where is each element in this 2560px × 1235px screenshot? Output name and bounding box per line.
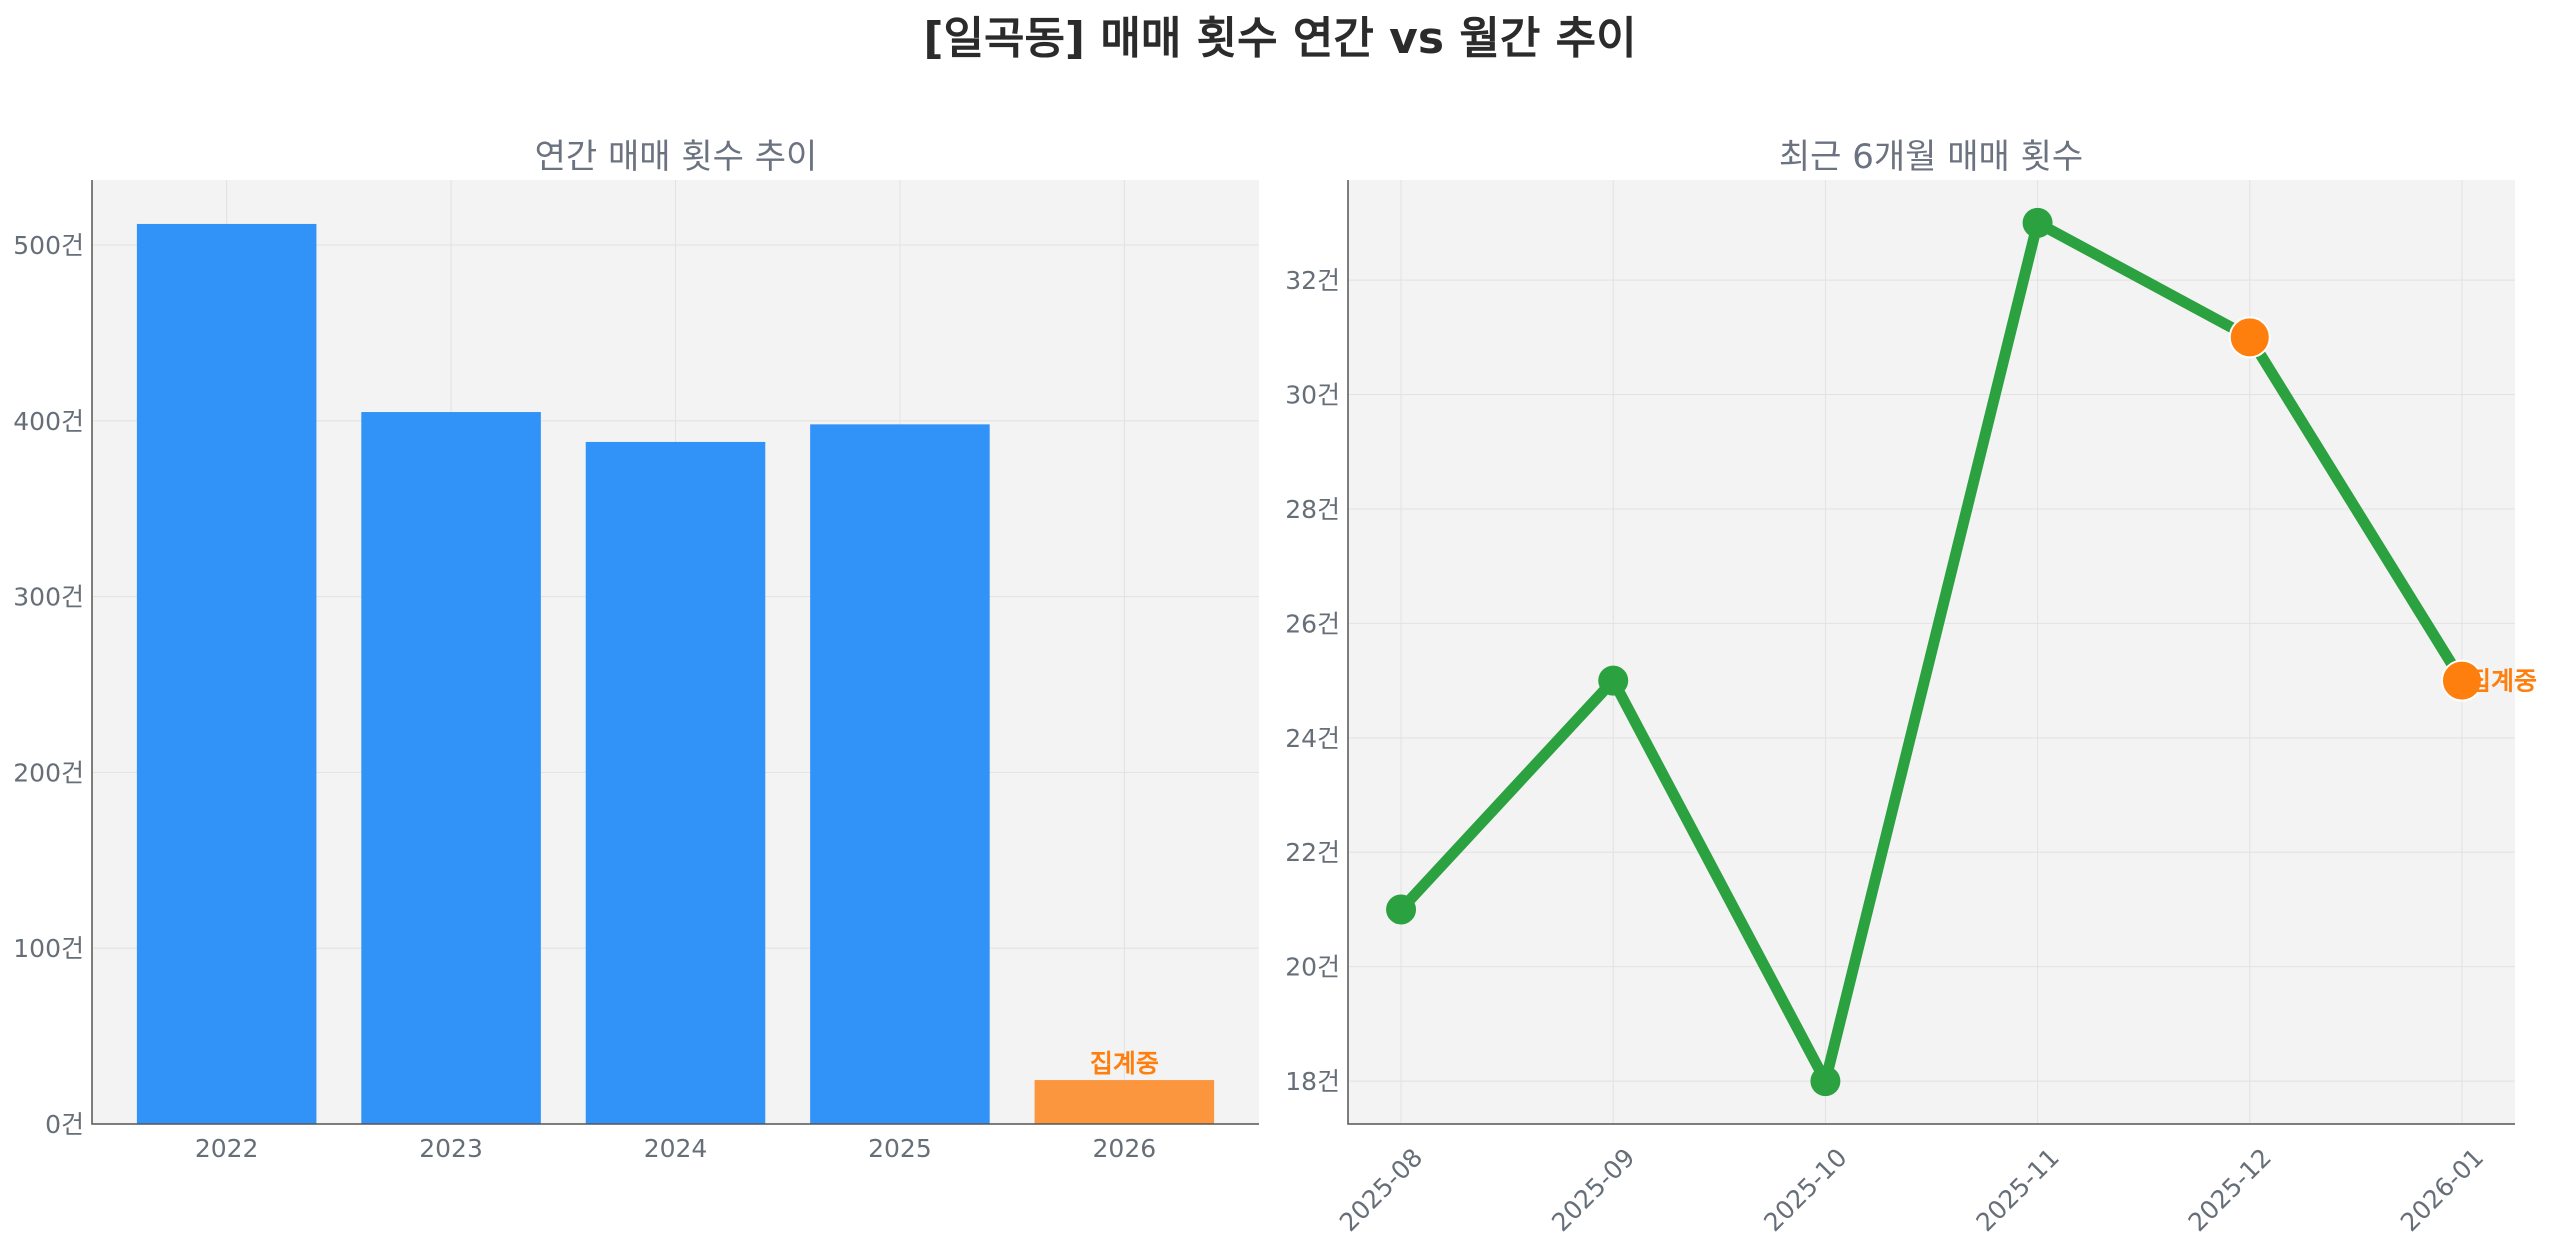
line-y-tick-label: 18건 xyxy=(1285,1067,1340,1096)
line-y-tick-label: 32건 xyxy=(1285,266,1340,295)
line-x-tick-label: 2025-09 xyxy=(1546,1143,1640,1235)
line-x-tick-label: 2025-08 xyxy=(1334,1143,1428,1235)
bar-2026 xyxy=(1034,1080,1215,1124)
line-y-tick-label: 22건 xyxy=(1285,838,1340,867)
line-point-2025-11 xyxy=(2022,207,2053,238)
line-annotation-label: 집계중 xyxy=(2468,667,2537,696)
monthly-line-chart: 최근 6개월 매매 횟수 집계중 18건 20건 22건 24건 26건 28건 30건 32… xyxy=(1285,137,2537,1235)
bar-x-tick-label: 2023 xyxy=(419,1134,483,1163)
bar-2022 xyxy=(136,223,317,1124)
line-chart-title: 최근 6개월 매매 횟수 xyxy=(1779,137,2083,177)
line-y-tick-label: 24건 xyxy=(1285,724,1340,753)
page-title: [일곡동] 매매 횟수 연간 vs 월간 추이 xyxy=(923,13,1637,64)
line-x-tick-label: 2026-01 xyxy=(2395,1143,2489,1235)
line-x-tick-label: 2025-10 xyxy=(1758,1143,1852,1235)
bar-annotation-label: 집계중 xyxy=(1090,1049,1159,1078)
bar-y-tick-label: 200건 xyxy=(13,758,84,787)
bar-y-tick-label: 500건 xyxy=(13,231,84,260)
line-y-tick-label: 26건 xyxy=(1285,609,1340,638)
bar-y-tick-label: 300건 xyxy=(13,583,84,612)
bar-2024 xyxy=(585,441,766,1125)
line-point-2025-09 xyxy=(1598,665,1629,696)
line-x-tick-label: 2025-11 xyxy=(1970,1143,2064,1235)
bar-x-tick-label: 2024 xyxy=(644,1134,708,1163)
line-y-tick-label: 30건 xyxy=(1285,381,1340,410)
bar-x-tick-label: 2025 xyxy=(868,1134,932,1163)
bar-y-tick-label: 0건 xyxy=(45,1110,84,1139)
bar-2023 xyxy=(361,412,541,1124)
line-y-tick-label: 28건 xyxy=(1285,495,1340,524)
line-series xyxy=(1395,217,2468,1087)
line-point-2025-12 xyxy=(2228,316,2271,359)
bar-y-tick-label: 400건 xyxy=(13,407,84,436)
bar-chart-title: 연간 매매 횟수 추이 xyxy=(535,137,818,177)
line-y-tick-label: 20건 xyxy=(1285,953,1340,982)
bar-2025 xyxy=(810,424,990,1124)
line-point-2025-08 xyxy=(1386,894,1417,925)
bar-x-tick-label: 2022 xyxy=(195,1134,259,1163)
line-x-tick-label: 2025-12 xyxy=(2183,1143,2277,1235)
annual-bar-chart: 연간 매매 횟수 추이 집계중 0건 100건 200건 300건 400건 500건 20… xyxy=(13,137,1259,1163)
line-point-2026-01 xyxy=(2440,659,2483,702)
bar-y-tick-label: 100건 xyxy=(13,934,84,963)
bar-x-tick-label: 2026 xyxy=(1093,1134,1157,1163)
line-point-2025-10 xyxy=(1810,1066,1841,1097)
